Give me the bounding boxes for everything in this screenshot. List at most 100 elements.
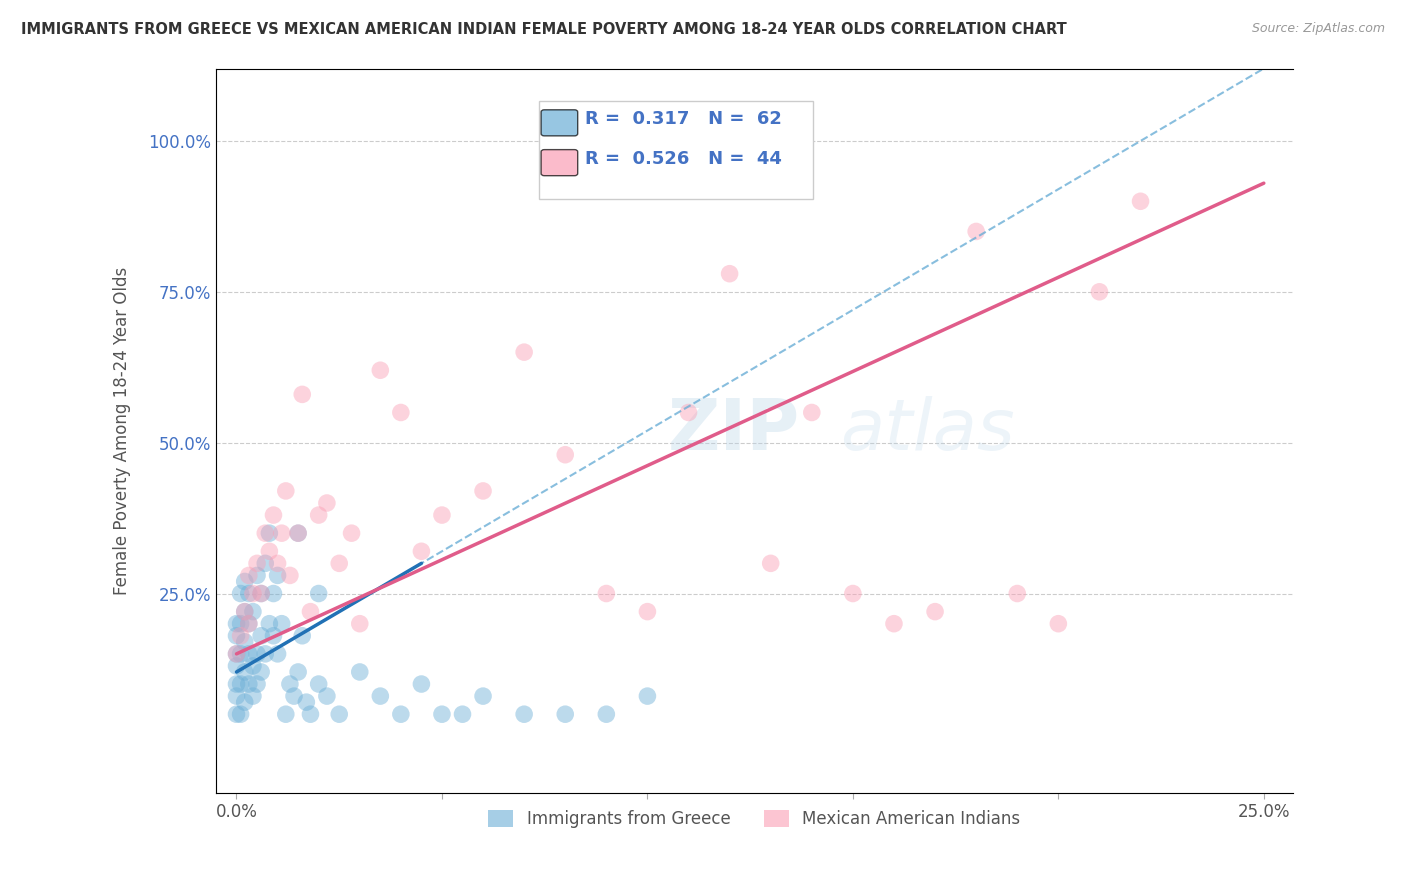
Point [266, 647, 288, 661]
Point [368, 363, 391, 377]
Point [250, 629, 273, 643]
Point [238, 616, 260, 631]
Point [451, 707, 474, 722]
Point [250, 586, 273, 600]
Point [965, 224, 987, 238]
Point [554, 448, 576, 462]
Point [411, 544, 433, 558]
Point [278, 677, 301, 691]
Point [242, 586, 264, 600]
Point [291, 387, 314, 401]
Point [513, 345, 536, 359]
Point [883, 616, 905, 631]
Point [246, 557, 269, 571]
Point [225, 616, 247, 631]
Point [225, 707, 247, 722]
Point [291, 629, 314, 643]
Point [233, 574, 256, 589]
Point [233, 634, 256, 648]
Point [636, 605, 658, 619]
Point [287, 526, 309, 541]
Point [229, 647, 252, 661]
Point [274, 483, 297, 498]
Point [266, 557, 288, 571]
Text: IMMIGRANTS FROM GREECE VS MEXICAN AMERICAN INDIAN FEMALE POVERTY AMONG 18-24 YEA: IMMIGRANTS FROM GREECE VS MEXICAN AMERIC… [21, 22, 1067, 37]
Point [924, 605, 946, 619]
Point [238, 647, 260, 661]
Point [299, 605, 322, 619]
Point [225, 647, 247, 661]
Point [278, 568, 301, 582]
Point [254, 557, 277, 571]
Point [238, 677, 260, 691]
Point [472, 483, 495, 498]
Point [287, 665, 309, 679]
Point [225, 689, 247, 703]
Point [328, 557, 350, 571]
Point [229, 629, 252, 643]
Point [328, 707, 350, 722]
Point [229, 586, 252, 600]
Point [246, 568, 269, 582]
FancyBboxPatch shape [538, 101, 814, 199]
Point [430, 707, 453, 722]
Point [229, 616, 252, 631]
Point [233, 695, 256, 709]
Point [368, 689, 391, 703]
Point [233, 665, 256, 679]
Point [270, 526, 292, 541]
Point [430, 508, 453, 522]
Point [554, 707, 576, 722]
Point [800, 405, 823, 419]
Point [274, 707, 297, 722]
Point [1007, 586, 1029, 600]
Text: R =  0.317   N =  62: R = 0.317 N = 62 [585, 111, 782, 128]
Point [233, 605, 256, 619]
Point [238, 568, 260, 582]
Text: R =  0.526   N =  44: R = 0.526 N = 44 [585, 150, 782, 168]
Point [636, 689, 658, 703]
Point [316, 689, 339, 703]
Point [229, 707, 252, 722]
Point [299, 707, 322, 722]
Point [250, 665, 273, 679]
Point [259, 544, 281, 558]
Y-axis label: Female Poverty Among 18-24 Year Olds: Female Poverty Among 18-24 Year Olds [114, 267, 131, 595]
Point [349, 665, 371, 679]
Point [259, 616, 281, 631]
Point [295, 695, 318, 709]
Point [254, 526, 277, 541]
Point [595, 586, 617, 600]
Point [225, 647, 247, 661]
Point [1047, 616, 1070, 631]
Point [242, 605, 264, 619]
Point [225, 659, 247, 673]
Point [242, 659, 264, 673]
Legend: Immigrants from Greece, Mexican American Indians: Immigrants from Greece, Mexican American… [482, 804, 1026, 835]
Text: atlas: atlas [841, 396, 1015, 465]
Point [389, 405, 412, 419]
Point [340, 526, 363, 541]
Point [513, 707, 536, 722]
Point [308, 508, 330, 522]
Point [270, 616, 292, 631]
Text: ZIP: ZIP [668, 396, 800, 465]
Point [287, 526, 309, 541]
Point [238, 616, 260, 631]
Point [266, 568, 288, 582]
Point [308, 677, 330, 691]
Point [263, 586, 285, 600]
Point [263, 508, 285, 522]
Point [242, 689, 264, 703]
Point [595, 707, 617, 722]
Point [308, 586, 330, 600]
Point [246, 647, 269, 661]
Point [259, 526, 281, 541]
Point [1088, 285, 1111, 299]
Point [250, 586, 273, 600]
Point [233, 605, 256, 619]
Point [238, 586, 260, 600]
Point [678, 405, 700, 419]
FancyBboxPatch shape [541, 150, 578, 176]
Point [472, 689, 495, 703]
